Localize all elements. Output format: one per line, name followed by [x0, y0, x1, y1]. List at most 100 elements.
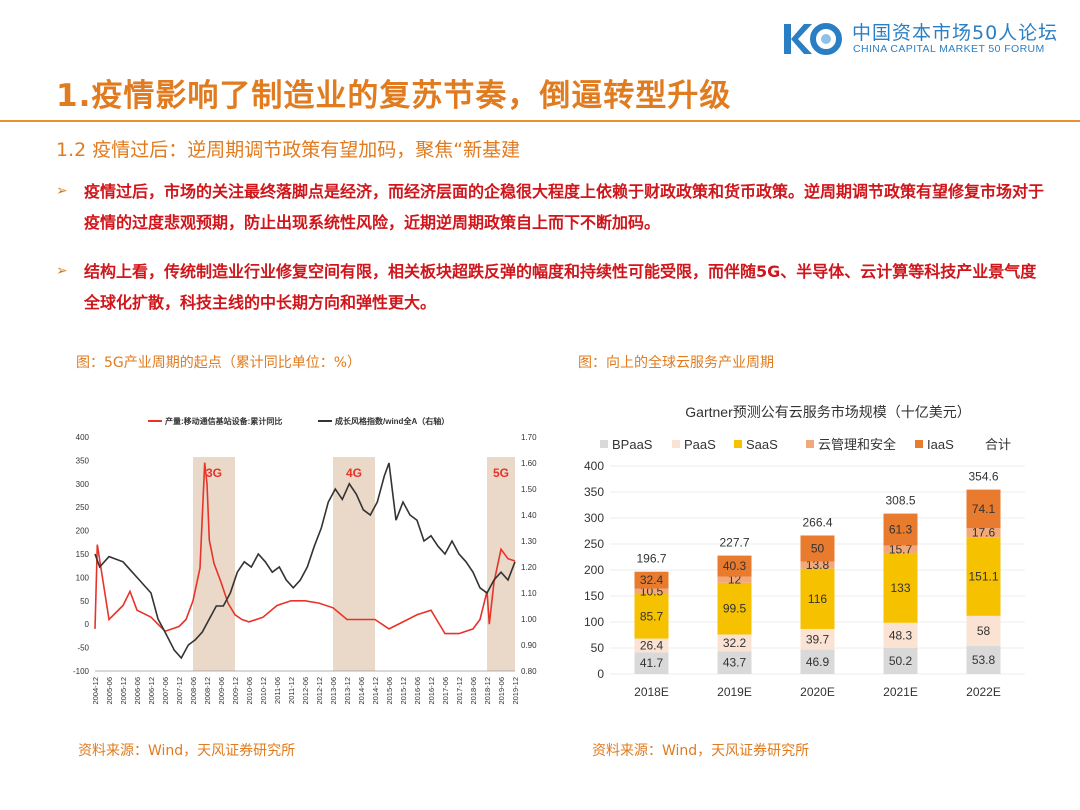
legend-swatch — [806, 440, 814, 448]
y-left-tick-label: 50 — [80, 597, 89, 606]
x-tick-label: 2016-06 — [413, 677, 422, 705]
x-tick-label: 2012-06 — [301, 677, 310, 705]
bar-segment — [634, 571, 669, 589]
period-label: 4G — [346, 466, 362, 480]
x-tick-label: 2022E — [966, 685, 1001, 699]
y-right-tick-label: 1.40 — [521, 511, 537, 520]
legend-label: SaaS — [746, 437, 778, 452]
bar-segment — [634, 594, 669, 639]
y-left-tick-label: 300 — [76, 480, 90, 489]
data-label: 40.3 — [723, 559, 747, 573]
data-label: 50 — [811, 541, 825, 555]
y-left-tick-label: 0 — [85, 620, 90, 629]
data-label: 74.1 — [972, 502, 996, 516]
data-label: 46.9 — [806, 655, 830, 669]
x-tick-label: 2017-06 — [441, 677, 450, 705]
x-tick-label: 2021E — [883, 685, 918, 699]
x-tick-label: 2019-12 — [511, 677, 520, 705]
y-left-tick-label: 150 — [76, 550, 90, 559]
bar-segment — [717, 634, 752, 652]
bar-segment — [966, 528, 1001, 538]
x-tick-label: 2006-12 — [147, 677, 156, 705]
x-tick-label: 2008-12 — [203, 677, 212, 705]
y-right-tick-label: 0.90 — [521, 641, 537, 650]
data-label: 50.2 — [889, 654, 913, 668]
data-label: 99.5 — [723, 602, 747, 616]
right-figure-caption: 图：向上的全球云服务产业周期 — [578, 355, 774, 371]
x-tick-label: 2012-12 — [315, 677, 324, 705]
data-label: 26.4 — [640, 638, 664, 652]
y-right-tick-label: 1.00 — [521, 615, 537, 624]
data-label: 53.8 — [972, 653, 996, 667]
y-tick-label: 150 — [584, 589, 604, 603]
cloud-market-stacked-bar-chart: Gartner预测公有云服务市场规模（十亿美元） BPaaS PaaS SaaS 云管… — [584, 404, 1025, 699]
bar-segment — [717, 651, 752, 674]
y-tick-label: 0 — [597, 667, 604, 681]
data-label: 41.7 — [640, 656, 664, 670]
data-label: 133 — [890, 581, 910, 595]
5g-cycle-line-chart: 3G 4G 5G 400 350 300 250 200 150 100 50 0 -50 -100 1.… — [73, 416, 537, 705]
legend-swatch — [915, 440, 923, 448]
total-label: 227.7 — [719, 536, 749, 550]
x-tick-label: 2006-06 — [133, 677, 142, 705]
data-label: 32.2 — [723, 636, 747, 650]
shaded-period-4g — [333, 457, 375, 671]
data-label: 48.3 — [889, 628, 913, 642]
x-tick-label: 2015-12 — [399, 677, 408, 705]
x-tick-label: 2018-12 — [483, 677, 492, 705]
legend-swatch — [672, 440, 680, 448]
x-tick-label: 2005-12 — [119, 677, 128, 705]
bar-segment — [717, 582, 752, 635]
x-tick-label: 2009-06 — [217, 677, 226, 705]
total-label: 354.6 — [968, 470, 998, 484]
arrow-bullet-icon: ➢ — [56, 183, 68, 199]
x-tick-label: 2007-12 — [175, 677, 184, 705]
bar-segment — [966, 489, 1001, 529]
data-label: 39.7 — [806, 632, 830, 646]
y-left-tick-label: 350 — [76, 456, 90, 465]
y-tick-label: 50 — [591, 641, 605, 655]
period-label: 3G — [206, 466, 222, 480]
bar-segment — [883, 622, 918, 648]
data-label: 32.4 — [640, 573, 664, 587]
series-line-1 — [94, 462, 516, 635]
x-tick-label: 2017-12 — [455, 677, 464, 705]
y-right-tick-label: 1.70 — [521, 433, 537, 442]
bar-segment — [634, 638, 669, 653]
right-figure-source: 资料来源：Wind，天风证券研究所 — [592, 743, 810, 759]
bar-segment — [800, 561, 835, 569]
series-line-2 — [94, 462, 516, 660]
shaded-period-5g — [487, 457, 515, 671]
page-title: 1.疫情影响了制造业的复苏节奏，倒逼转型升级 — [56, 78, 732, 114]
legend-label: PaaS — [684, 437, 716, 452]
y-right-tick-label: 1.30 — [521, 537, 537, 546]
bar-segment — [717, 576, 752, 583]
bar-segment — [717, 555, 752, 577]
bullet-item-1: ➢ 疫情过后，市场的关注最终落脚点是经济，而经济层面的企稳很大程度上依赖于财政政… — [56, 176, 1046, 238]
bar-segment — [800, 568, 835, 629]
y-right-tick-label: 1.50 — [521, 485, 537, 494]
x-tick-label: 2013-06 — [329, 677, 338, 705]
x-tick-label: 2016-12 — [427, 677, 436, 705]
y-left-tick-label: 400 — [76, 433, 90, 442]
total-label: 196.7 — [636, 552, 666, 566]
x-tick-label: 2004-12 — [91, 677, 100, 705]
x-tick-label: 2019-06 — [497, 677, 506, 705]
bar-segment — [800, 628, 835, 650]
y-tick-label: 100 — [584, 615, 604, 629]
legend-label: 产量:移动通信基站设备:累计同比 — [165, 416, 282, 426]
legend-label: BPaaS — [612, 437, 653, 452]
logo-chinese-name: 中国资本市场50人论坛 — [852, 22, 1059, 44]
total-label: 308.5 — [885, 494, 915, 508]
forum-logo: 中国资本市场50人论坛 CHINA CAPITAL MARKET 50 FORU… — [782, 16, 1072, 60]
bar-segment — [966, 615, 1001, 647]
x-tick-label: 2010-12 — [259, 677, 268, 705]
legend-label: 成长风格指数/wind全A（右轴） — [335, 416, 449, 426]
bullet-text: 结构上看，传统制造业行业修复空间有限，相关板块超跌反弹的幅度和持续性可能受限，而… — [84, 262, 1037, 312]
legend-label: 云管理和安全 — [818, 437, 896, 452]
legend-swatch — [600, 440, 608, 448]
bar-segment — [883, 545, 918, 554]
bullet-text: 疫情过后，市场的关注最终落脚点是经济，而经济层面的企稳很大程度上依赖于财政政策和… — [84, 182, 1045, 232]
bar-segment — [800, 649, 835, 674]
chart-title: Gartner预测公有云服务市场规模（十亿美元） — [685, 404, 970, 420]
